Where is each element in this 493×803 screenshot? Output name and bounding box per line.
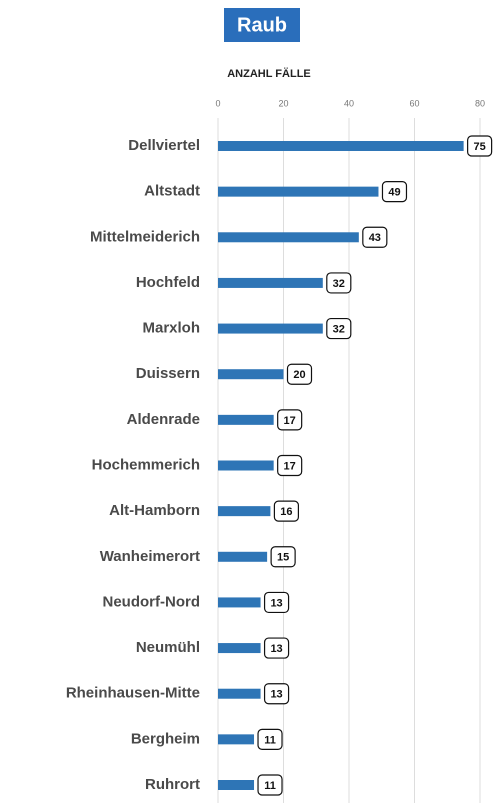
value-label: 17 bbox=[284, 460, 296, 472]
y-tick-label: Hochemmerich bbox=[92, 456, 200, 473]
y-tick-label: Neudorf-Nord bbox=[103, 593, 201, 610]
value-label: 20 bbox=[293, 369, 305, 381]
value-label-box bbox=[326, 317, 352, 340]
bar bbox=[218, 734, 255, 745]
value-label-box bbox=[326, 272, 352, 294]
bar bbox=[218, 460, 274, 471]
value-label-box bbox=[270, 546, 296, 568]
value-label: 13 bbox=[270, 597, 282, 609]
y-tick-label: Rheinhausen-Mitte bbox=[66, 685, 200, 702]
bar bbox=[218, 369, 284, 380]
value-label: 13 bbox=[270, 689, 282, 701]
bar bbox=[218, 551, 268, 562]
value-label: 16 bbox=[280, 506, 292, 518]
chart-title: Raub bbox=[237, 14, 287, 36]
bar bbox=[218, 688, 261, 699]
bar bbox=[218, 643, 261, 654]
value-label: 43 bbox=[369, 232, 381, 244]
bar bbox=[218, 780, 255, 790]
bar bbox=[218, 277, 323, 288]
value-label: 32 bbox=[333, 323, 345, 335]
value-label: 75 bbox=[474, 141, 486, 153]
value-label-box bbox=[467, 135, 493, 157]
bar bbox=[218, 232, 359, 243]
value-label-box bbox=[263, 683, 290, 705]
y-tick-label: Duissern bbox=[136, 365, 200, 382]
bar bbox=[218, 141, 464, 151]
value-label-box bbox=[263, 591, 290, 614]
value-label-box bbox=[277, 454, 303, 477]
y-tick-label: Marxloh bbox=[142, 320, 200, 337]
value-label-box bbox=[273, 500, 299, 522]
y-tick-label: Ruhrort bbox=[145, 776, 200, 793]
y-tick-label: Bergheim bbox=[131, 730, 200, 747]
x-tick-label: 80 bbox=[475, 98, 485, 108]
bar bbox=[218, 414, 274, 425]
value-label-box bbox=[257, 774, 283, 796]
value-label: 15 bbox=[277, 552, 289, 564]
y-tick-label: Alt-Hamborn bbox=[109, 502, 200, 519]
value-label: 32 bbox=[333, 278, 345, 290]
value-label: 11 bbox=[264, 780, 276, 792]
y-tick-label: Neumühl bbox=[136, 639, 200, 656]
y-tick-label: Hochfeld bbox=[136, 274, 200, 291]
bar bbox=[218, 506, 271, 517]
value-label-box bbox=[257, 728, 283, 750]
bar bbox=[218, 323, 323, 334]
y-tick-label: Mittelmeiderich bbox=[90, 228, 200, 245]
x-tick-label: 40 bbox=[344, 98, 354, 108]
x-tick-label: 0 bbox=[215, 98, 220, 108]
y-tick-label: Wanheimerort bbox=[100, 548, 200, 565]
x-tick-label: 20 bbox=[278, 98, 288, 108]
bar bbox=[218, 186, 379, 197]
value-label: 17 bbox=[284, 415, 296, 427]
value-label-box bbox=[381, 181, 408, 203]
value-label: 11 bbox=[264, 734, 276, 746]
y-tick-label: Dellviertel bbox=[128, 137, 200, 154]
value-label-box bbox=[286, 363, 313, 385]
y-tick-label: Aldenrade bbox=[127, 411, 200, 428]
axis-label: ANZAHL FÄLLE bbox=[227, 67, 311, 80]
value-label-box bbox=[277, 409, 303, 431]
y-tick-label: Altstadt bbox=[144, 183, 200, 200]
value-label: 49 bbox=[388, 187, 400, 199]
value-label: 13 bbox=[270, 643, 282, 655]
title-box bbox=[224, 8, 300, 42]
x-tick-label: 60 bbox=[409, 98, 419, 108]
value-label-box bbox=[362, 226, 388, 248]
bar bbox=[218, 597, 261, 608]
value-label-box bbox=[263, 637, 290, 659]
